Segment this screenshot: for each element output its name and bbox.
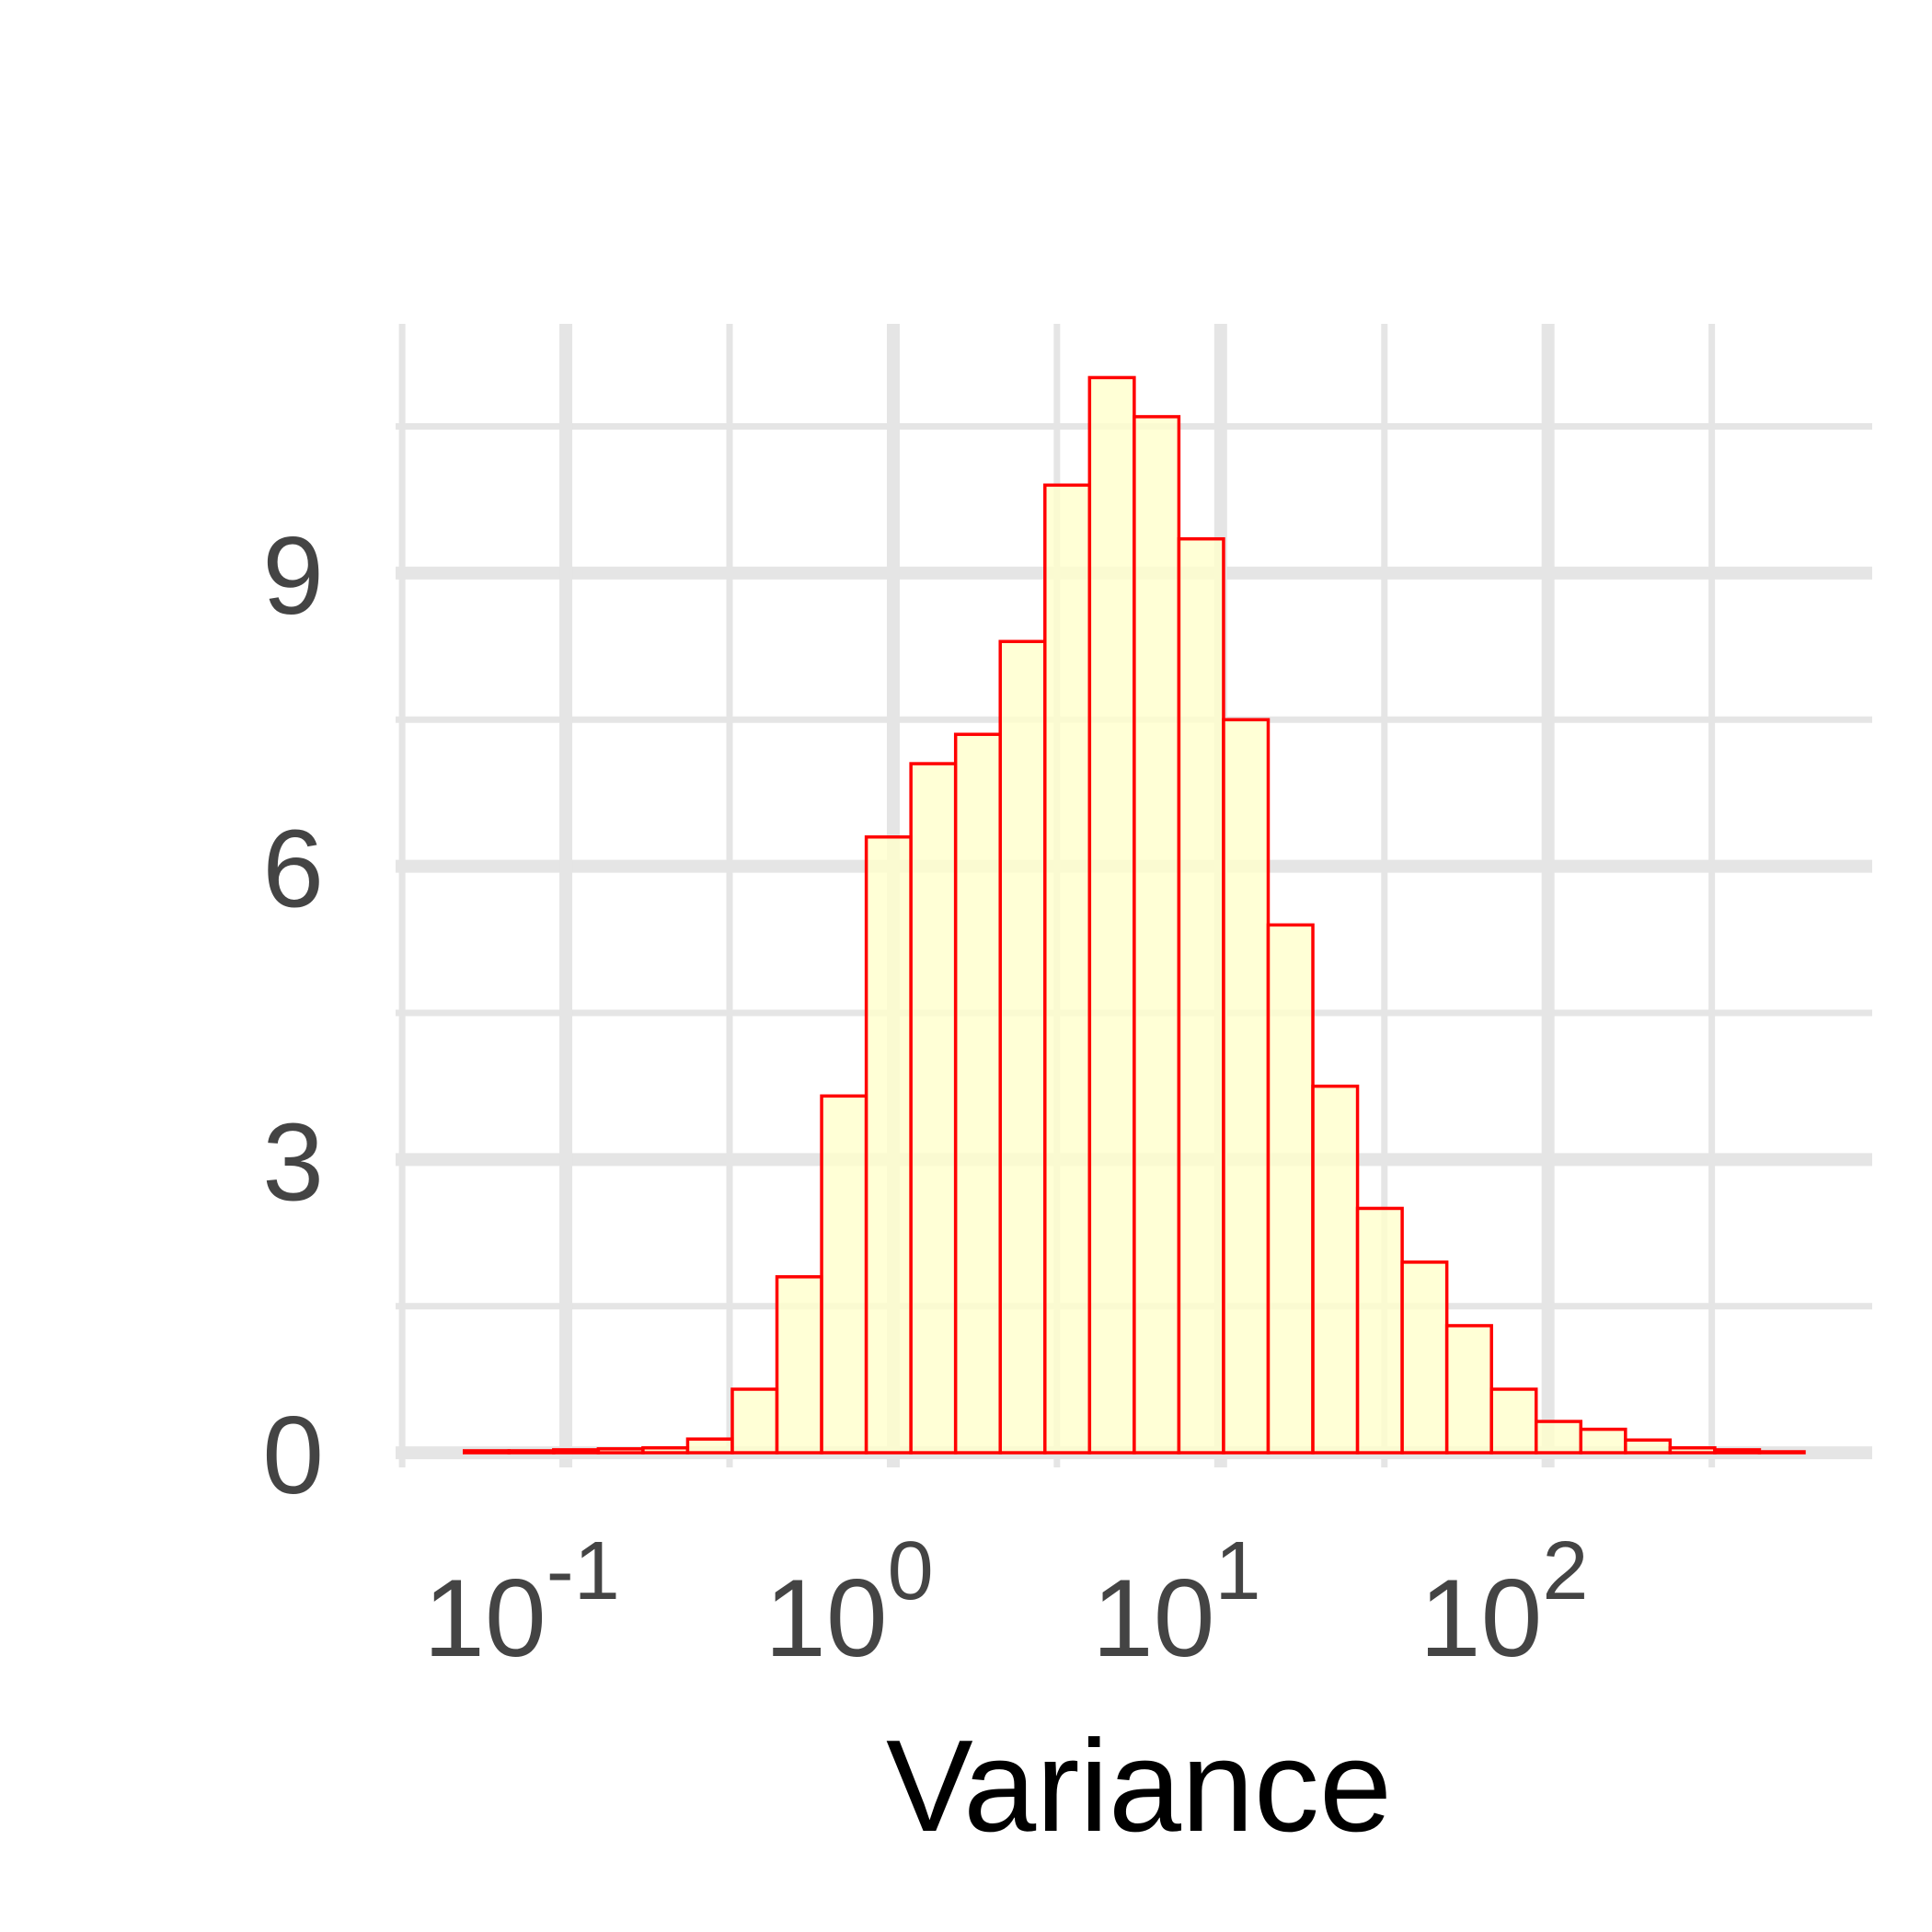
x-tick-base: 10	[1092, 1557, 1214, 1680]
histogram-bar	[641, 1446, 690, 1455]
histogram-bar	[998, 639, 1047, 1455]
histogram-bar	[953, 732, 1002, 1455]
x-tick-base: 10	[765, 1557, 887, 1680]
x-tick-base: 10	[1420, 1557, 1542, 1680]
histogram-bar	[1087, 375, 1136, 1455]
x-axis-title: Variance	[886, 1713, 1392, 1859]
histogram-bar	[864, 835, 913, 1455]
histogram-bar	[909, 762, 958, 1455]
histogram-bar	[552, 1448, 601, 1455]
histogram-bar	[1043, 483, 1092, 1455]
y-tick-label: 6	[262, 808, 324, 931]
x-tick-exponent: -1	[546, 1525, 620, 1617]
histogram-bar	[1266, 923, 1315, 1455]
histogram-bar	[1444, 1324, 1493, 1455]
histogram-bar	[596, 1447, 645, 1455]
x-tick-exponent: 1	[1215, 1525, 1261, 1617]
histogram-bar	[1222, 718, 1271, 1455]
histogram-bar	[1400, 1260, 1449, 1455]
y-tick-labels: 0 3 6 9	[262, 514, 324, 1517]
histogram-bar	[462, 1449, 512, 1455]
histogram-bar	[1624, 1438, 1673, 1455]
y-tick-label: 3	[262, 1100, 324, 1224]
x-tick-exponent: 2	[1542, 1525, 1588, 1617]
x-tick-label: 100	[765, 1525, 934, 1680]
histogram-bar	[1311, 1084, 1360, 1455]
histogram-bar	[1757, 1450, 1806, 1455]
histogram-bar	[1579, 1427, 1627, 1455]
histogram-bar	[1355, 1206, 1404, 1455]
y-tick-label: 9	[262, 514, 324, 638]
histogram-bar	[685, 1437, 734, 1455]
histogram-bar	[1133, 415, 1181, 1455]
histogram-bar	[730, 1387, 779, 1455]
histogram-bar	[820, 1094, 868, 1455]
histogram-bar	[1177, 536, 1225, 1455]
x-tick-label: 101	[1092, 1525, 1261, 1680]
x-tick-labels: 10-1 100 101 102	[423, 1525, 1588, 1680]
x-tick-exponent: 0	[888, 1525, 934, 1617]
x-tick-base: 10	[423, 1557, 546, 1680]
y-tick-label: 0	[262, 1394, 324, 1517]
histogram-bar	[1713, 1448, 1762, 1455]
histogram-bar	[1534, 1420, 1583, 1455]
histogram-bar	[507, 1449, 556, 1455]
x-tick-label: 10-1	[423, 1525, 620, 1680]
histogram-bars	[462, 375, 1806, 1455]
histogram-bar	[775, 1275, 823, 1455]
histogram-bar	[1489, 1387, 1538, 1455]
histogram-bar	[1668, 1446, 1717, 1455]
x-tick-label: 102	[1420, 1525, 1589, 1680]
